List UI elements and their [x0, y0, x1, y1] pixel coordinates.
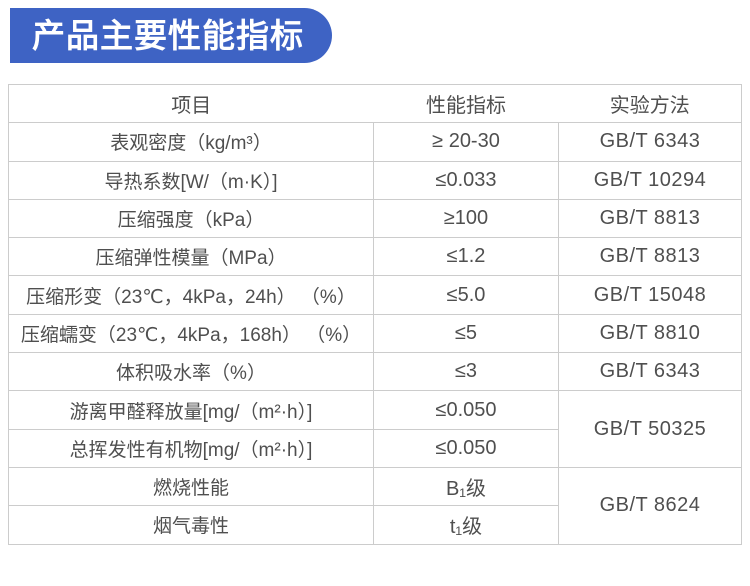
table-row: 体积吸水率（%） ≤3 GB/T 6343 — [8, 352, 742, 392]
table-row: 表观密度（kg/m³） ≥ 20-30 GB/T 6343 — [8, 122, 742, 162]
item-cell: 烟气毒性 — [8, 505, 374, 545]
value-cell: t₁级 — [373, 505, 559, 545]
item-cell: 压缩形变（23℃，4kPa，24h） （%） — [8, 275, 374, 315]
method-cell: GB/T 8810 — [558, 313, 742, 354]
table-header-row: 项目 性能指标 实验方法 — [8, 83, 742, 124]
value-cell: ≤0.050 — [373, 390, 559, 430]
table-row: 燃烧性能 B₁级 GB/T 8624 — [8, 466, 742, 545]
method-cell: GB/T 15048 — [558, 275, 742, 315]
table-row: 烟气毒性 t₁级 — [8, 505, 742, 545]
page-title: 产品主要性能指标 — [32, 17, 304, 54]
table-row: 压缩蠕变（23℃，4kPa，168h） （%） ≤5 GB/T 8810 — [8, 313, 742, 354]
table-row: 压缩弹性模量（MPa） ≤1.2 GB/T 8813 — [8, 237, 742, 277]
item-cell: 压缩弹性模量（MPa） — [8, 237, 374, 277]
item-cell: 压缩蠕变（23℃，4kPa，168h） （%） — [8, 313, 374, 354]
method-cell-merged: GB/T 8624 — [558, 466, 742, 545]
method-cell: GB/T 6343 — [558, 122, 742, 162]
value-cell: ≤0.033 — [373, 160, 559, 200]
item-cell: 燃烧性能 — [8, 466, 374, 507]
table-row: 压缩形变（23℃，4kPa，24h） （%） ≤5.0 GB/T 15048 — [8, 275, 742, 315]
performance-spec-table: 项目 性能指标 实验方法 表观密度（kg/m³） ≥ 20-30 GB/T 63… — [8, 83, 742, 545]
value-cell: ≤5 — [373, 313, 559, 354]
item-cell: 总挥发性有机物[mg/（m²·h）] — [8, 428, 374, 468]
method-cell-merged: GB/T 50325 — [558, 390, 742, 468]
value-cell: ≤0.050 — [373, 428, 559, 468]
column-header-item: 项目 — [8, 83, 374, 124]
table-row: 压缩强度（kPa） ≥100 GB/T 8813 — [8, 198, 742, 239]
table-row: 总挥发性有机物[mg/（m²·h）] ≤0.050 — [8, 428, 742, 468]
value-cell: ≤1.2 — [373, 237, 559, 277]
item-cell: 体积吸水率（%） — [8, 352, 374, 392]
method-cell: GB/T 8813 — [558, 198, 742, 239]
item-cell: 表观密度（kg/m³） — [8, 122, 374, 162]
method-cell: GB/T 8813 — [558, 237, 742, 277]
item-cell: 压缩强度（kPa） — [8, 198, 374, 239]
value-cell: ≥100 — [373, 198, 559, 239]
column-header-value: 性能指标 — [373, 83, 559, 124]
table-row: 导热系数[W/（m·K）] ≤0.033 GB/T 10294 — [8, 160, 742, 200]
method-cell: GB/T 6343 — [558, 352, 742, 392]
table-row: 游离甲醛释放量[mg/（m²·h）] ≤0.050 GB/T 50325 — [8, 390, 742, 468]
section-banner: 产品主要性能指标 — [10, 8, 332, 63]
value-cell: B₁级 — [373, 466, 559, 507]
item-cell: 导热系数[W/（m·K）] — [8, 160, 374, 200]
value-cell: ≤5.0 — [373, 275, 559, 315]
method-cell: GB/T 10294 — [558, 160, 742, 200]
column-header-method: 实验方法 — [558, 83, 742, 124]
item-cell: 游离甲醛释放量[mg/（m²·h）] — [8, 390, 374, 430]
value-cell: ≤3 — [373, 352, 559, 392]
value-cell: ≥ 20-30 — [373, 122, 559, 162]
